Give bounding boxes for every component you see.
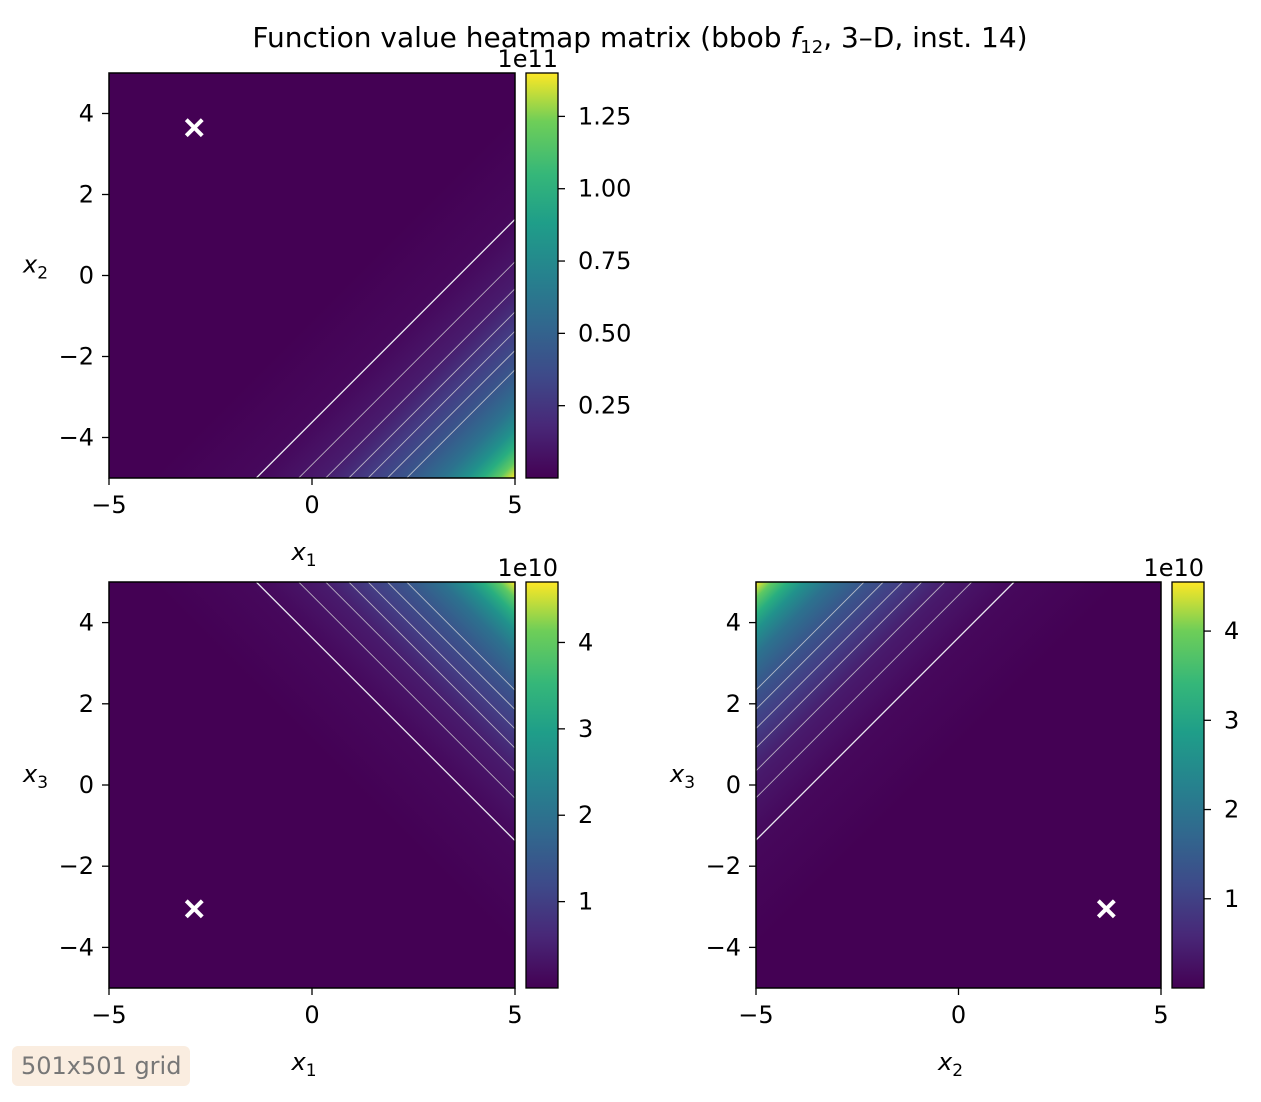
y-axis-label: x3 [22, 760, 48, 793]
x-tick-label: 5 [507, 1001, 522, 1029]
x-tick-label: −5 [738, 1001, 773, 1029]
y-tick-label: 4 [79, 609, 94, 637]
colorbar-tick-label: 0.50 [578, 319, 631, 347]
optimum-marker [184, 899, 204, 919]
colorbar-frame [1171, 581, 1205, 989]
heatmap-panel-x1-x3: −5 0 5 −4 −2 0 2 4 x1 x3 1 2 3 4 1e10 [22, 554, 593, 1081]
contour-line [756, 582, 865, 691]
x-tick-label: −5 [91, 1001, 126, 1029]
heatmap-image [109, 73, 515, 478]
contour-line [387, 350, 515, 478]
heatmap-panel-x2-x3: −5 0 5 −4 −2 0 2 4 x2 x3 1 2 3 4 1e10 [669, 554, 1239, 1081]
figure-title: Function value heatmap matrix (bbob f12,… [252, 21, 1027, 58]
contour-line [348, 582, 515, 749]
y-tick-label: −4 [59, 424, 94, 452]
y-tick-label: −2 [706, 852, 741, 880]
colorbar-tick-label: 2 [578, 801, 593, 829]
heatmap-panel-x1-x2: −5 0 5 −4 −2 0 2 4 x1 x2 0.25 0.50 0.75 1.00 1.25 1e11 [22, 45, 631, 571]
colorbar-frame [525, 581, 559, 989]
y-tick-label: 4 [79, 100, 94, 128]
y-axis-label: x3 [669, 760, 695, 793]
contour-line [298, 261, 515, 478]
y-tick-label: −4 [706, 933, 741, 961]
contour-line [325, 288, 515, 478]
contour-line [387, 582, 515, 710]
colorbar: 0.25 0.50 0.75 1.00 1.25 1e11 [497, 45, 631, 479]
y-tick-label: 4 [726, 609, 741, 637]
x-tick-label: 5 [507, 491, 522, 519]
colorbar-tick-label: 0.75 [578, 247, 631, 275]
grid-size-note: 501x501 grid [12, 1046, 191, 1086]
colorbar-offset-label: 1e10 [497, 554, 558, 582]
colorbar-gradient [1172, 582, 1204, 988]
x-tick-label: 0 [304, 1001, 319, 1029]
y-tick-label: −2 [59, 852, 94, 880]
colorbar-tick-label: 3 [578, 715, 593, 743]
y-tick-label: 0 [726, 771, 741, 799]
y-axis-label: x2 [22, 251, 48, 284]
x-axis-label: x2 [937, 1048, 963, 1081]
contour-line [367, 582, 515, 730]
colorbar-tick-label: 1 [578, 888, 593, 916]
x-tick-label: 0 [304, 491, 319, 519]
y-tick-label: 2 [79, 690, 94, 718]
contour-line [406, 369, 515, 478]
contour-line [255, 218, 515, 478]
x-axis-label: x1 [290, 1048, 316, 1081]
contour-line [756, 582, 884, 710]
contour-line [348, 311, 515, 478]
colorbar-gradient [526, 73, 558, 478]
x-tick-label: 0 [951, 1001, 966, 1029]
y-tick-label: 0 [79, 262, 94, 290]
colorbar: 1 2 3 4 1e10 [1143, 554, 1239, 989]
contour-line [298, 582, 515, 799]
colorbar-tick-label: 4 [1224, 617, 1239, 645]
y-tick-label: 0 [79, 771, 94, 799]
x-axis-label: x1 [290, 538, 316, 571]
contour-line [756, 582, 903, 729]
x-tick-label: −5 [91, 491, 126, 519]
colorbar: 1 2 3 4 1e10 [497, 554, 593, 989]
colorbar-gradient [526, 582, 558, 988]
y-tick-label: −2 [59, 343, 94, 371]
contour-line [367, 330, 515, 478]
colorbar-offset-label: 1e11 [497, 45, 558, 73]
x-tick-label: 5 [1153, 1001, 1168, 1029]
heatmap-image [756, 582, 1161, 988]
colorbar-frame [525, 72, 559, 479]
colorbar-tick-label: 4 [578, 628, 593, 656]
colorbar-tick-label: 1.00 [578, 175, 631, 203]
colorbar-tick-label: 3 [1224, 706, 1239, 734]
contour-lines [255, 218, 515, 478]
contour-line [756, 582, 1015, 841]
colorbar-tick-label: 1 [1224, 885, 1239, 913]
colorbar-offset-label: 1e10 [1143, 554, 1204, 582]
contour-line [255, 582, 515, 842]
contour-lines [756, 582, 1015, 841]
optimum-marker [184, 118, 204, 138]
contour-line [406, 582, 515, 691]
y-tick-label: −4 [59, 933, 94, 961]
colorbar-tick-label: 1.25 [578, 102, 631, 130]
y-tick-label: 2 [79, 181, 94, 209]
contour-line [756, 582, 946, 772]
heatmap-image [109, 582, 515, 988]
optimum-marker [1096, 899, 1116, 919]
contour-line [325, 582, 515, 772]
colorbar-tick-label: 2 [1224, 796, 1239, 824]
y-tick-label: 2 [726, 690, 741, 718]
contour-line [756, 582, 923, 749]
contour-line [756, 582, 973, 799]
contour-lines [255, 582, 515, 842]
colorbar-tick-label: 0.25 [578, 392, 631, 420]
